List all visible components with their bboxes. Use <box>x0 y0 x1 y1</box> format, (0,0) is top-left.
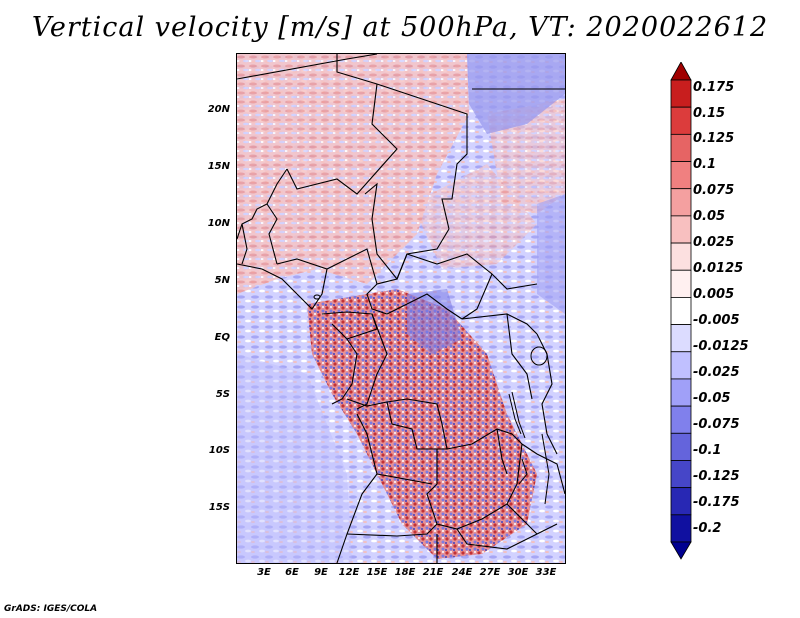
lon-label: 24E <box>451 567 473 578</box>
lon-label: 9E <box>314 567 328 578</box>
lat-label: 15N <box>207 161 230 172</box>
colorbar-bin <box>670 161 692 190</box>
map-canvas <box>237 54 565 563</box>
colorbar-label: -0.025 <box>693 365 740 380</box>
colorbar-label: -0.075 <box>693 417 740 432</box>
colorbar-label: -0.1 <box>693 443 722 458</box>
colorbar-bin <box>670 106 692 135</box>
vertical-velocity-map <box>236 53 566 564</box>
lon-label: 3E <box>257 567 271 578</box>
lat-label: 20N <box>207 104 230 115</box>
colorbar-bin <box>670 378 692 407</box>
lat-label: EQ <box>214 332 230 343</box>
lon-label: 12E <box>338 567 360 578</box>
colorbar-label: -0.125 <box>693 469 740 484</box>
colorbar-bin <box>670 487 692 516</box>
colorbar-bin <box>670 460 692 489</box>
colorbar-label: 0.15 <box>693 106 726 121</box>
colorbar-bin <box>670 79 692 108</box>
colorbar-bin <box>670 62 692 81</box>
colorbar-label: -0.005 <box>693 313 740 328</box>
lat-label: 10S <box>208 445 230 456</box>
colorbar-bin <box>670 514 692 543</box>
colorbar-bin <box>670 351 692 380</box>
colorbar-label: 0.1 <box>693 157 717 172</box>
lon-label: 30E <box>507 567 529 578</box>
lat-label: 10N <box>207 218 230 229</box>
credit-text: GrADS: IGES/COLA <box>4 604 98 614</box>
lon-label: 18E <box>394 567 416 578</box>
colorbar-label: -0.175 <box>693 495 740 510</box>
colorbar-label: 0.075 <box>693 183 735 198</box>
colorbar-bin <box>670 541 692 560</box>
colorbar-label: 0.025 <box>693 235 735 250</box>
colorbar-bin <box>670 133 692 162</box>
colorbar-bin <box>670 269 692 298</box>
lon-label: 21E <box>422 567 444 578</box>
chart-title: Vertical velocity [m/s] at 500hPa, VT: 2… <box>31 12 769 43</box>
lat-label: 5N <box>214 275 230 286</box>
lon-label: 15E <box>366 567 388 578</box>
colorbar-label: -0.05 <box>693 391 731 406</box>
colorbar-bin <box>670 405 692 434</box>
colorbar-label: 0.05 <box>693 209 726 224</box>
colorbar-label: -0.2 <box>693 521 722 536</box>
colorbar-bin <box>670 188 692 217</box>
colorbar-label: -0.0125 <box>693 339 749 354</box>
colorbar-bin <box>670 432 692 461</box>
lat-label: 15S <box>208 502 230 513</box>
colorbar-bin <box>670 215 692 244</box>
lon-label: 6E <box>285 567 299 578</box>
colorbar-bin <box>670 297 692 325</box>
colorbar <box>670 62 692 560</box>
colorbar-bin <box>670 242 692 271</box>
colorbar-label: 0.175 <box>693 80 735 95</box>
lon-label: 33E <box>535 567 557 578</box>
colorbar-label: 0.0125 <box>693 261 744 276</box>
lat-label: 5S <box>215 389 230 400</box>
colorbar-label: 0.125 <box>693 131 735 146</box>
colorbar-bin <box>670 324 692 353</box>
lon-label: 27E <box>479 567 501 578</box>
colorbar-label: 0.005 <box>693 287 735 302</box>
